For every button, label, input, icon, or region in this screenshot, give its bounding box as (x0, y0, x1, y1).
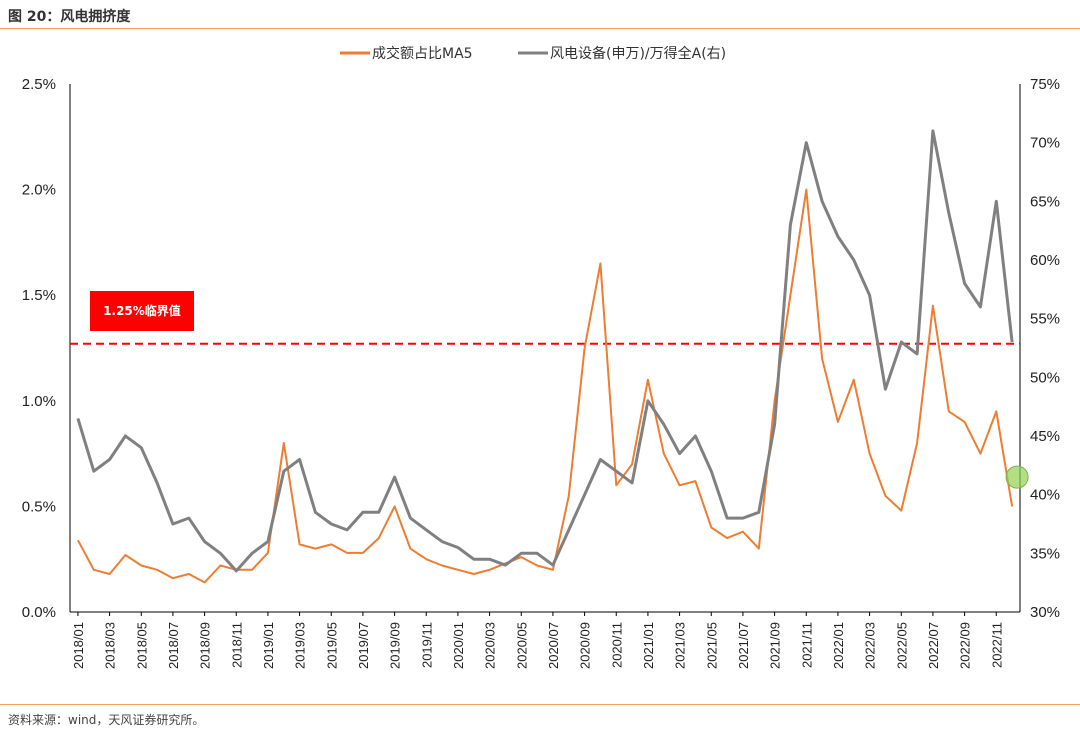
x-tick-label: 2022/01 (831, 622, 846, 669)
legend: 成交额占比MA5 风电设备(申万)/万得全A(右) (340, 45, 726, 62)
left-tick-label: 0.0% (22, 604, 56, 621)
x-tick-label: 2020/03 (483, 622, 498, 669)
threshold-label: 1.25%临界值 (103, 303, 181, 318)
x-tick-label: 2022/03 (863, 622, 878, 669)
x-tick-label: 2021/01 (641, 622, 656, 669)
x-tick-label: 2018/07 (166, 622, 181, 669)
x-tick-label: 2020/07 (546, 622, 561, 669)
x-tick-label: 2021/05 (704, 622, 719, 669)
right-tick-label: 70% (1030, 135, 1060, 152)
x-tick-label: 2019/05 (324, 622, 339, 669)
annotation: 1.25%临界值 (90, 291, 1029, 489)
figure-title: 图 20：风电拥挤度 (8, 9, 131, 25)
x-tick-label: 2021/09 (768, 622, 783, 669)
x-tick-label: 2020/01 (451, 622, 466, 669)
left-tick-label: 1.5% (22, 287, 56, 304)
left-tick-label: 2.5% (22, 76, 56, 93)
x-tick-label: 2021/03 (673, 622, 688, 669)
x-tick-label: 2022/07 (926, 622, 941, 669)
threshold-label-box (90, 291, 194, 331)
left-tick-label: 1.0% (22, 393, 56, 410)
left-tick-label: 0.5% (22, 498, 56, 515)
right-tick-label: 30% (1030, 604, 1060, 621)
x-tick-label: 2019/07 (356, 622, 371, 669)
x-tick-label: 2022/05 (894, 622, 909, 669)
x-tick-label: 2022/11 (989, 622, 1004, 668)
x-tick-label: 2020/11 (609, 622, 624, 668)
series-layer (76, 129, 1014, 584)
source-note: 资料来源：wind，天风证券研究所。 (8, 713, 205, 727)
highlight-marker (1005, 465, 1029, 489)
right-tick-label: 75% (1030, 76, 1060, 93)
x-tick-label: 2018/03 (103, 622, 118, 669)
x-tick-label: 2018/05 (134, 622, 149, 669)
x-axis: 2018/01 2018/03 2018/05 2018/07 2018/09 2018/… (70, 611, 1020, 669)
right-tick-label: 45% (1030, 428, 1060, 445)
series-line (77, 188, 1014, 584)
x-tick-label: 2019/09 (388, 622, 403, 669)
left-axis: 0.0% 0.5% 1.0% 1.5% 2.0% 2.5% (22, 76, 71, 621)
right-tick-label: 65% (1030, 193, 1060, 210)
right-tick-label: 55% (1030, 311, 1060, 328)
right-tick-label: 35% (1030, 545, 1060, 562)
x-tick-label: 2019/11 (419, 622, 434, 668)
right-tick-label: 50% (1030, 369, 1060, 386)
legend-label: 风电设备(申万)/万得全A(右) (550, 45, 726, 62)
x-tick-label: 2019/03 (293, 622, 308, 669)
x-tick-label: 2021/07 (736, 622, 751, 669)
x-tick-label: 2018/01 (71, 622, 86, 669)
legend-label: 成交额占比MA5 (372, 45, 473, 62)
left-tick-label: 2.0% (22, 182, 56, 199)
chart: 成交额占比MA5 风电设备(申万)/万得全A(右) 0.0% 0.5% 1.0% 1.5… (22, 45, 1060, 669)
x-tick-label: 2020/05 (514, 622, 529, 669)
right-axis: 30% 35% 40% 45% 50% 55% 60% 65% 70% 75% (1019, 76, 1060, 621)
x-tick-label: 2022/09 (958, 622, 973, 669)
right-tick-label: 60% (1030, 252, 1060, 269)
x-tick-label: 2018/09 (198, 622, 213, 669)
x-tick-label: 2019/01 (261, 622, 276, 669)
right-tick-label: 40% (1030, 487, 1060, 504)
x-tick-label: 2020/09 (578, 622, 593, 669)
bottom-divider (0, 704, 1080, 705)
top-divider (0, 28, 1080, 29)
x-tick-label: 2018/11 (229, 622, 244, 668)
series-line (76, 129, 1014, 573)
x-tick-label: 2021/11 (799, 622, 814, 668)
